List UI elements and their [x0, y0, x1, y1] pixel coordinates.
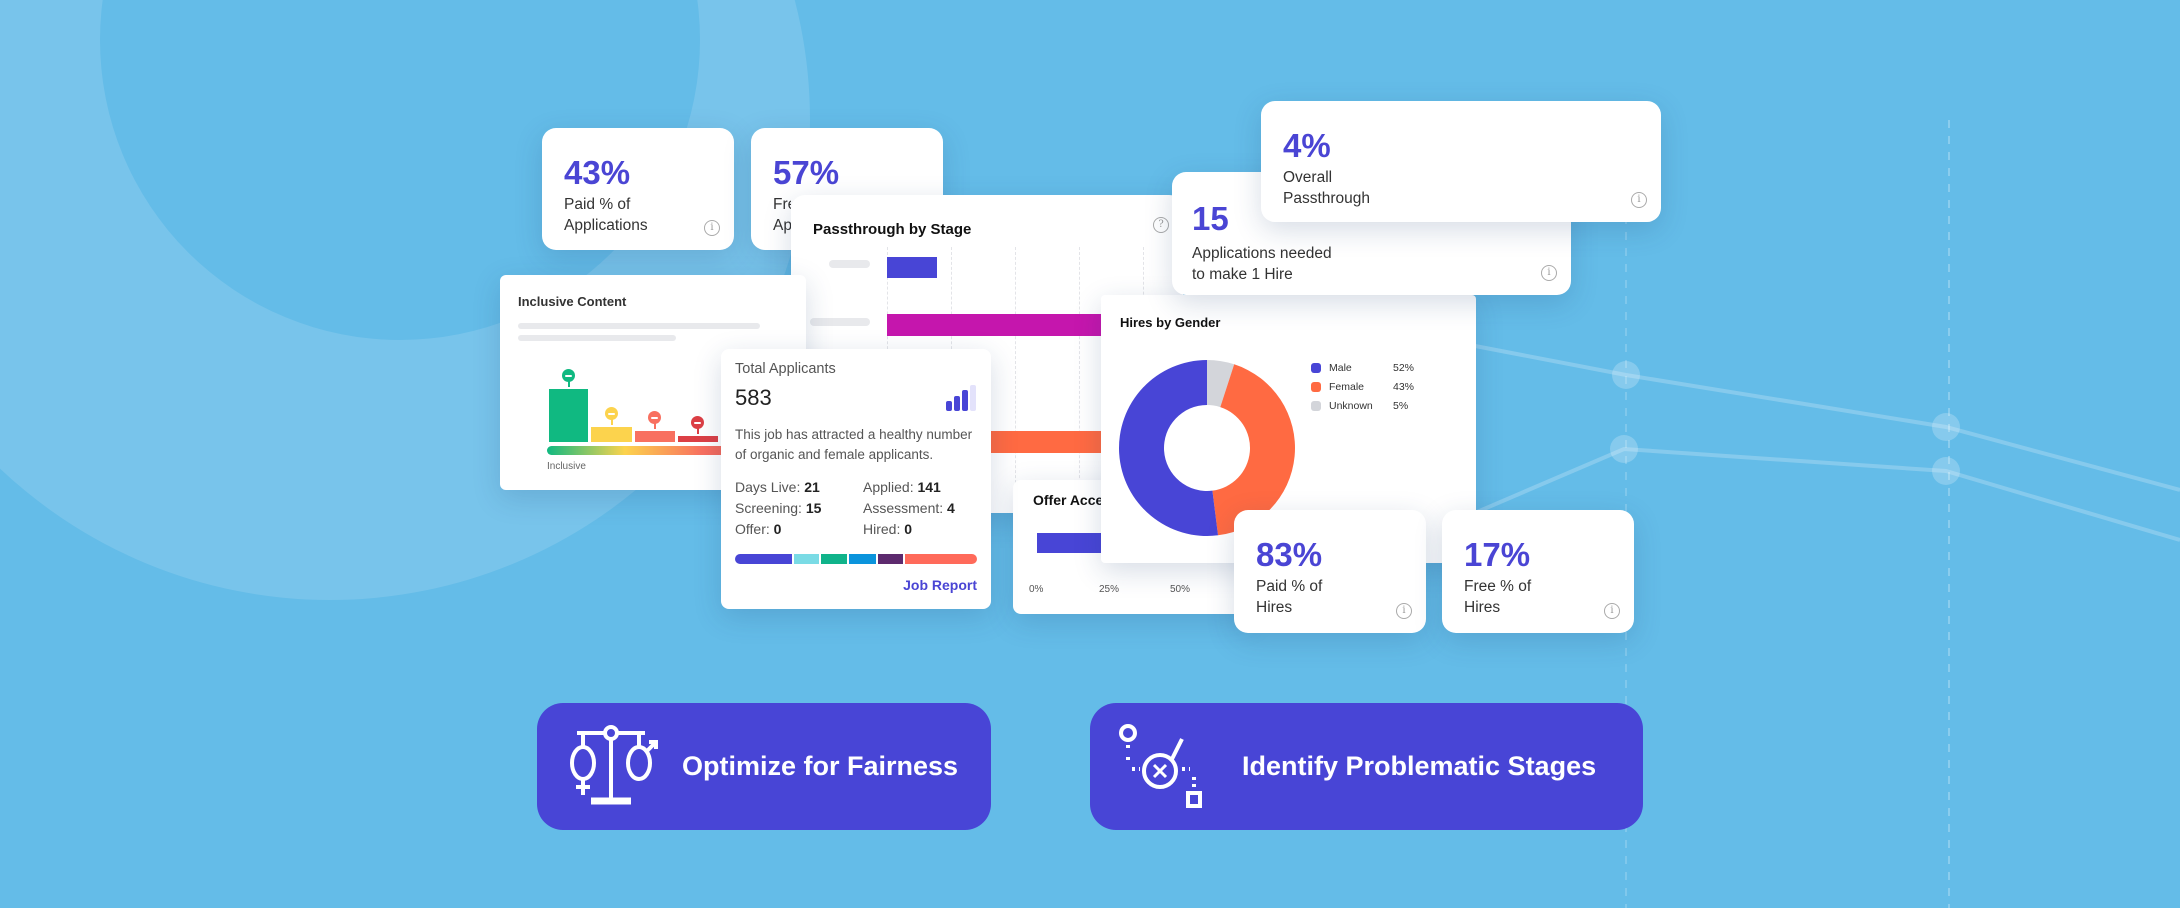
stage-label-placeholder [810, 318, 870, 326]
kpi-free-hires: 17% Free % of Hires i [1442, 510, 1634, 633]
happy-face-icon [562, 369, 575, 387]
legend-value: 5% [1393, 400, 1409, 412]
legend-value: 52% [1393, 362, 1415, 374]
stat-value: 15 [805, 500, 822, 516]
neutral-face-icon [605, 407, 618, 425]
bar-segment [735, 554, 793, 564]
gender-scale-icon [570, 725, 658, 805]
card-title: Offer Acceptance [1033, 492, 1101, 508]
identify-problematic-stages-button[interactable]: Identify Problematic Stages [1090, 703, 1643, 830]
stat-value: 141 [917, 479, 941, 495]
kpi-label: Paid % of Hires [1256, 578, 1323, 616]
card-title: Passthrough by Stage [813, 221, 972, 238]
info-icon[interactable]: i [1396, 603, 1412, 619]
kpi-paid-hires: 83% Paid % of Hires i [1234, 510, 1426, 633]
kpi-value: 57% [773, 154, 840, 191]
tick-label: 0% [1029, 584, 1044, 595]
donut-slice-female [1212, 364, 1295, 536]
total-applicants-card: Total Applicants 583 This job has attrac… [721, 349, 991, 609]
kpi-value: 15 [1192, 200, 1229, 237]
stat-hired: Hired: 0 [863, 521, 912, 537]
magnifier-x-icon [1119, 724, 1202, 808]
text-placeholder [518, 323, 760, 329]
stat-label: Applied: [863, 479, 914, 495]
kpi-value: 17% [1464, 536, 1531, 573]
legend-value: 43% [1393, 381, 1415, 393]
card-title: Total Applicants [735, 361, 836, 377]
sad-face-icon [691, 416, 704, 434]
bar-segment [821, 554, 848, 564]
stat-offer: Offer: 0 [735, 521, 781, 537]
stat-label: Days Live: [735, 479, 801, 495]
stat-applied: Applied: 141 [863, 479, 941, 495]
kpi-value: 43% [564, 154, 631, 191]
kpi-overall-passthrough: 4% Overall Passthrough i [1261, 101, 1661, 222]
button-label: Identify Problematic Stages [1242, 751, 1597, 781]
score-bar [591, 427, 632, 442]
gridline [1079, 247, 1080, 493]
score-bar [635, 431, 675, 442]
legend-swatch-female [1311, 382, 1321, 392]
info-icon[interactable]: i [1604, 603, 1620, 619]
kpi-label: Free % of Applications [773, 196, 791, 234]
inclusivity-scale [547, 446, 806, 455]
job-report-link[interactable]: Job Report [903, 577, 977, 593]
donut-slice-unknown [1207, 360, 1235, 408]
kpi-label: Applications needed to make 1 Hire [1192, 245, 1332, 283]
stat-assessment: Assessment: 4 [863, 500, 955, 516]
kpi-label: Free % of Hires [1464, 578, 1532, 616]
kpi-value: 4% [1283, 127, 1331, 164]
stat-label: Hired: [863, 521, 901, 537]
gender-donut-chart [1119, 360, 1295, 536]
legend-swatch-male [1311, 363, 1321, 373]
applicant-count: 583 [735, 385, 772, 410]
card-title: Hires by Gender [1120, 315, 1221, 330]
stat-label: Offer: [735, 521, 770, 537]
stat-days-live: Days Live: 21 [735, 479, 820, 495]
stat-value: 4 [947, 500, 955, 516]
score-bar [549, 389, 588, 442]
info-icon[interactable]: i [704, 220, 720, 236]
donut-slice-male [1119, 360, 1219, 536]
applicants-description: This job has attracted a healthy number … [735, 427, 973, 462]
kpi-label: Paid % of Applications [564, 196, 648, 234]
button-label: Optimize for Fairness [682, 751, 959, 781]
stat-label: Screening: [735, 500, 802, 516]
gridline [1015, 247, 1016, 493]
stat-value: 21 [804, 479, 820, 495]
help-icon[interactable]: ? [1153, 217, 1169, 233]
kpi-value: 83% [1256, 536, 1323, 573]
scale-label: Inclusive [547, 461, 586, 472]
tick-label: 25% [1099, 584, 1120, 595]
source-breakdown-bar [735, 554, 977, 564]
bar-segment [904, 554, 977, 564]
bar-segment [794, 554, 820, 564]
info-icon[interactable]: i [1541, 265, 1557, 281]
text-placeholder [518, 335, 676, 341]
stat-value: 0 [773, 521, 782, 537]
stat-screening: Screening: 15 [735, 500, 821, 516]
kpi-label: Overall Passthrough [1283, 169, 1371, 207]
legend-label: Female [1329, 381, 1365, 393]
bar-segment [849, 554, 876, 564]
bar-segment [877, 554, 903, 564]
score-bar [678, 436, 718, 442]
legend-swatch-unknown [1311, 401, 1321, 411]
neutral-face-icon [648, 411, 661, 429]
info-icon[interactable]: i [1631, 192, 1647, 208]
signal-strength-icon [946, 385, 976, 411]
stat-value: 0 [904, 521, 913, 537]
tick-label: 50% [1170, 584, 1191, 595]
stage-label-placeholder [829, 260, 870, 268]
kpi-paid-applications: 43% Paid % of Applications i [542, 128, 734, 250]
card-title: Inclusive Content [518, 294, 627, 309]
optimize-for-fairness-button[interactable]: Optimize for Fairness [537, 703, 991, 830]
legend-label: Male [1329, 362, 1352, 374]
stage-bar [887, 257, 937, 278]
legend-label: Unknown [1329, 400, 1373, 412]
stat-label: Assessment: [863, 500, 944, 516]
